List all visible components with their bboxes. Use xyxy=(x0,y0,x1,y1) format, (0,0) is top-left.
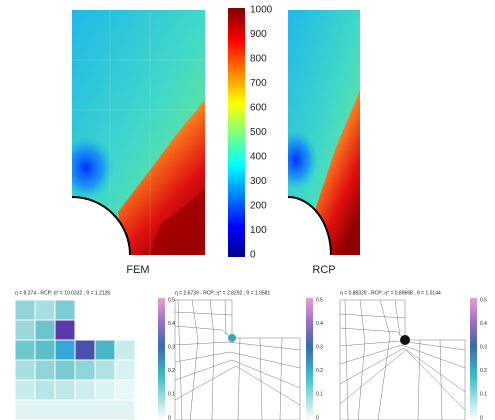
colorbar-tick-label: 600 xyxy=(250,103,267,114)
colorbar-tick-label: 0.4 xyxy=(480,321,487,327)
colorbar-tick-label: 500 xyxy=(250,127,267,138)
colorbar-tick-label: 0.2 xyxy=(316,368,323,374)
colorbar-tick-label: 800 xyxy=(250,54,267,65)
colorbar-tick-label: 0.2 xyxy=(480,368,487,374)
colorbar-tick-label: 0 xyxy=(168,415,171,420)
colorbar-tick-label: 0.5 xyxy=(316,297,323,303)
colorbar-tick-label: 0.4 xyxy=(316,321,323,327)
colorbar-tick-label: 0.1 xyxy=(168,392,175,398)
colorbar-tick-label: 700 xyxy=(250,78,267,89)
colorbar-tick-label: 0.3 xyxy=(316,345,323,351)
colorbar xyxy=(228,8,245,257)
colorbar xyxy=(306,298,313,420)
mesh xyxy=(174,299,466,420)
error-map xyxy=(14,299,136,420)
hole-edge xyxy=(71,196,131,256)
panel-title: η = 2.6739 - RCP; η* = 2.8292 , θ = 1.05… xyxy=(175,290,270,296)
colorbar-tick-label: 0.3 xyxy=(168,345,175,351)
colorbar xyxy=(470,298,477,420)
colorbar-tick-label: 100 xyxy=(250,225,267,236)
hole-edge xyxy=(287,196,332,256)
colorbar-tick-label: 400 xyxy=(250,152,267,163)
fem-field xyxy=(72,10,205,255)
colorbar-tick-label: 0.3 xyxy=(480,345,487,351)
colorbar-tick-label: 300 xyxy=(250,176,267,187)
colorbar-tick-label: 0.4 xyxy=(168,321,175,327)
colorbar-tick-label: 0.5 xyxy=(480,297,487,303)
colorbar-tick-label: 0 xyxy=(480,415,483,420)
colorbar-tick-label: 200 xyxy=(250,201,267,212)
panel-title: η = 0.88329 - RCP; η* = 0.89698 , θ = 1.… xyxy=(340,290,441,296)
colorbar-tick-label: 900 xyxy=(250,29,267,40)
panel-title: η = 8.274 - RCP; η* = 10.0332 , θ = 1.21… xyxy=(15,290,110,296)
colorbar xyxy=(158,298,165,420)
colorbar-tick-label: 0.1 xyxy=(316,392,323,398)
colorbar-tick-label: 0.2 xyxy=(168,368,175,374)
panel-label: FEM xyxy=(126,264,149,276)
colorbar-tick-label: 0.5 xyxy=(168,297,175,303)
panel-label: RCP xyxy=(312,264,335,276)
colorbar-tick-label: 0 xyxy=(250,250,256,261)
colorbar-tick-label: 0 xyxy=(316,415,319,420)
rcp-field xyxy=(288,10,360,255)
colorbar-tick-label: 1000 xyxy=(250,5,273,16)
colorbar-tick-label: 0.1 xyxy=(480,392,487,398)
